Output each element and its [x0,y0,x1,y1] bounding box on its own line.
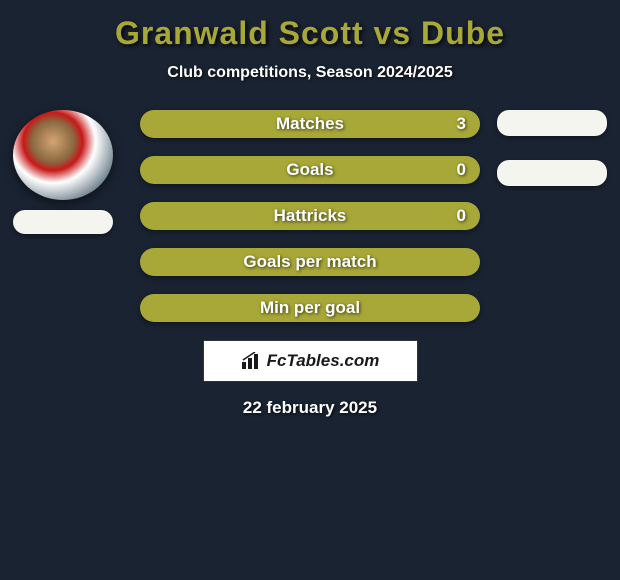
update-date: 22 february 2025 [243,398,377,418]
stat-label: Goals [286,160,333,180]
stat-value: 0 [457,160,466,180]
stat-value: 3 [457,114,466,134]
stat-row-matches: Matches 3 [140,110,480,138]
stat-label: Min per goal [260,298,360,318]
player-left-pill [13,210,113,234]
page-title: Granwald Scott vs Dube [115,15,505,52]
player-right-column [492,110,612,210]
stat-row-goals: Goals 0 [140,156,480,184]
player-right-pill-2 [497,160,607,186]
stat-label: Goals per match [243,252,376,272]
source-logo-text: FcTables.com [267,351,380,371]
stats-area: Matches 3 Goals 0 Hattricks 0 Goals per … [0,110,620,322]
player-right-pill-1 [497,110,607,136]
stat-label: Matches [276,114,344,134]
comparison-card: Granwald Scott vs Dube Club competitions… [0,0,620,428]
subtitle: Club competitions, Season 2024/2025 [167,64,452,82]
stat-bars: Matches 3 Goals 0 Hattricks 0 Goals per … [140,110,480,322]
stat-value: 0 [457,206,466,226]
player-left-avatar [13,110,113,200]
stat-row-hattricks: Hattricks 0 [140,202,480,230]
bar-chart-icon [241,352,263,370]
stat-label: Hattricks [274,206,347,226]
stat-row-min-per-goal: Min per goal [140,294,480,322]
player-left-column [8,110,118,234]
source-logo-box: FcTables.com [203,340,418,382]
stat-row-goals-per-match: Goals per match [140,248,480,276]
